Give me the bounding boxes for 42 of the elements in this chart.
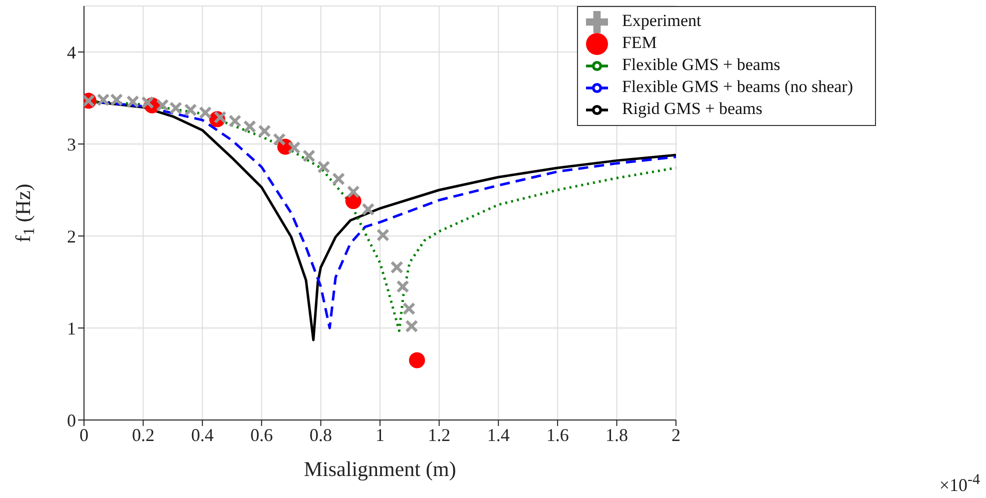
y-tick-label: 0 bbox=[67, 410, 76, 430]
point bbox=[272, 132, 286, 146]
point bbox=[396, 280, 410, 294]
point bbox=[346, 185, 360, 198]
point bbox=[376, 228, 390, 242]
point bbox=[402, 302, 416, 316]
point bbox=[390, 260, 404, 274]
point bbox=[258, 124, 272, 138]
x-tick-label: 2 bbox=[671, 424, 680, 445]
x-tick-label: 1 bbox=[375, 424, 384, 445]
x-tick-label: 0 bbox=[80, 424, 88, 445]
point bbox=[408, 352, 425, 368]
point bbox=[405, 320, 418, 333]
legend-label: Flexible GMS + beams (no shear) bbox=[622, 77, 853, 96]
x-tick-label: 0.8 bbox=[310, 424, 332, 445]
x-tick-label: 0.6 bbox=[250, 424, 273, 445]
x-tick-label: 0.2 bbox=[132, 424, 154, 445]
y-tick-label: 2 bbox=[67, 226, 76, 246]
legend-label: Experiment bbox=[622, 11, 702, 30]
point bbox=[362, 202, 375, 216]
point bbox=[317, 160, 330, 174]
point bbox=[198, 106, 212, 120]
point bbox=[302, 149, 316, 162]
legend-label: FEM bbox=[622, 33, 657, 52]
x-tick-label: 1.4 bbox=[487, 424, 510, 445]
legend-label: Flexible GMS + beams bbox=[622, 55, 780, 74]
x-axis-title: Misalignment (m) bbox=[304, 457, 456, 481]
x-tick-label: 1.2 bbox=[428, 424, 450, 445]
point bbox=[288, 141, 301, 154]
y-tick-label: 1 bbox=[67, 318, 76, 338]
point bbox=[228, 114, 242, 128]
y-tick-label: 4 bbox=[67, 42, 76, 62]
point bbox=[184, 103, 198, 116]
x-tick-label: 1.8 bbox=[606, 424, 628, 445]
point bbox=[243, 120, 256, 134]
x-tick-label: 1.6 bbox=[546, 424, 569, 445]
point bbox=[332, 172, 346, 186]
legend-label: Rigid GMS + beams bbox=[622, 99, 762, 118]
text: ×10$^{-4}$ bbox=[939, 472, 980, 496]
point bbox=[214, 110, 227, 124]
x-tick-label: 0.4 bbox=[191, 424, 214, 445]
y-tick-label: 3 bbox=[67, 134, 76, 154]
